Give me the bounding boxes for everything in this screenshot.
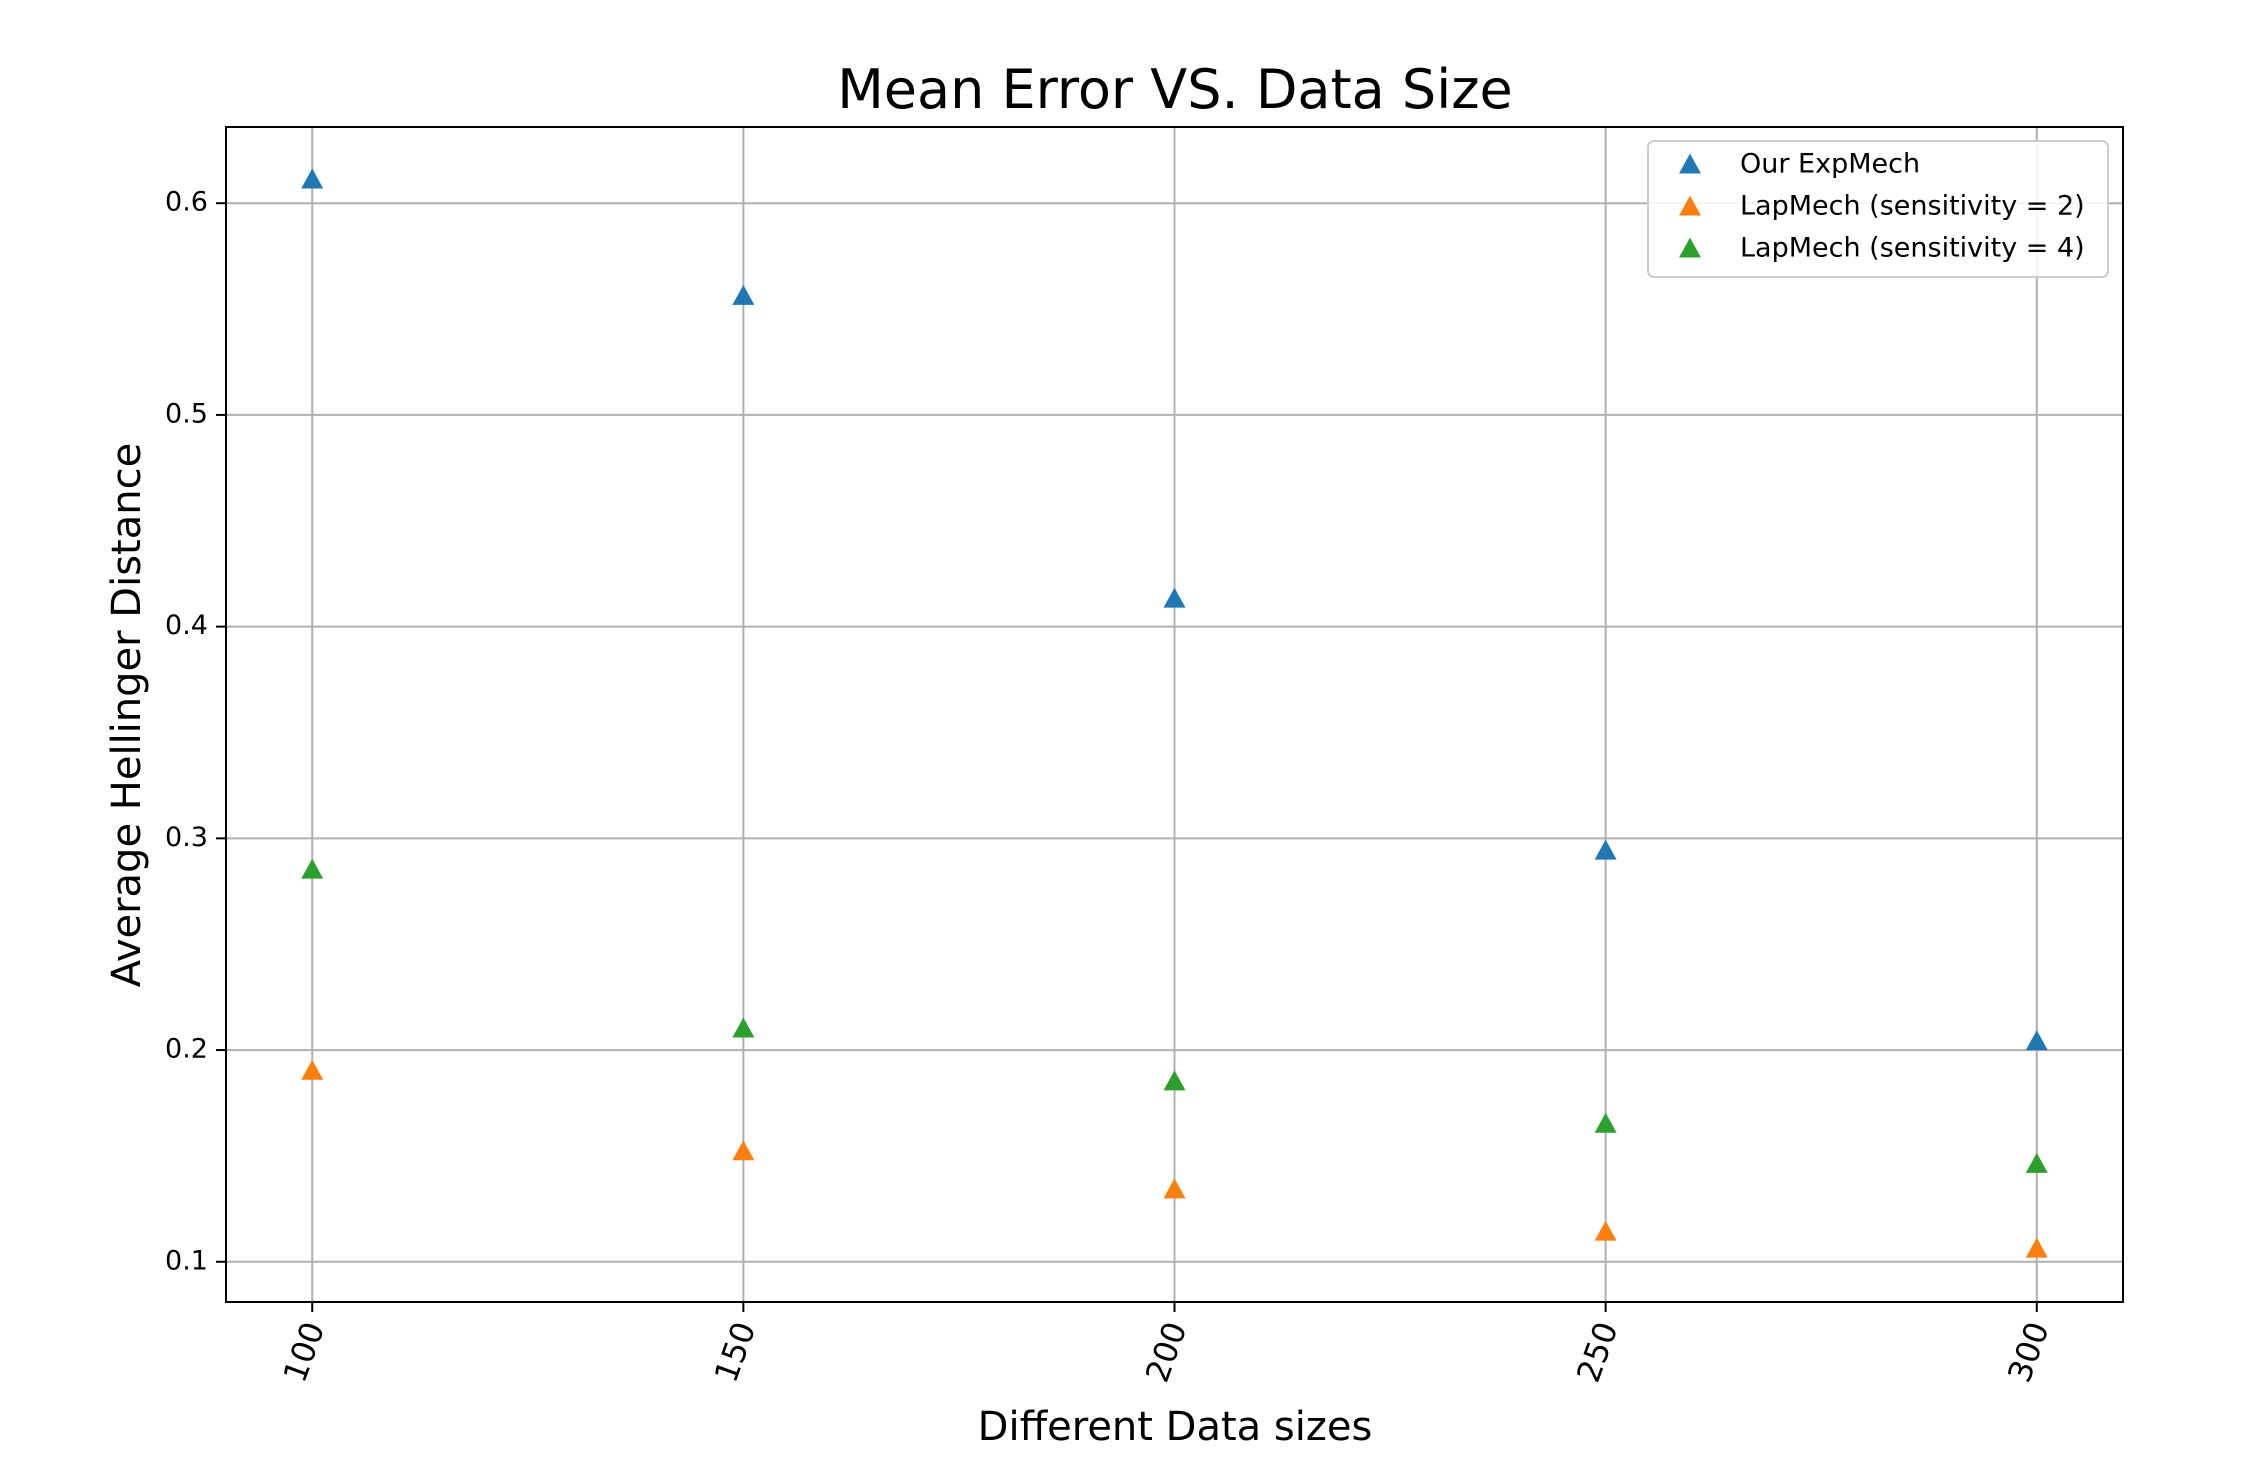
data-point-series-2 (1163, 1070, 1186, 1091)
axis-ticks: 100 150 200 250 300 0.1 0.2 0.3 0.4 0.5 0.6 (165, 187, 2057, 1387)
legend-marker (1679, 237, 1701, 258)
y-tick-label: 0.3 (165, 822, 208, 853)
data-point-series-0 (301, 168, 324, 189)
data-point-series-2 (301, 858, 324, 879)
legend-label: LapMech (sensitivity = 2) (1740, 191, 2085, 222)
y-tick-label: 0.4 (165, 610, 208, 641)
y-axis-label: Average Hellinger Distance (104, 443, 150, 987)
data-point-series-0 (1163, 587, 1186, 608)
legend-label: Our ExpMech (1740, 149, 1920, 180)
x-tick-label: 200 (1138, 1317, 1195, 1387)
data-point-series-2 (2025, 1152, 2048, 1173)
data-point-series-1 (2025, 1237, 2048, 1258)
y-tick-label: 0.1 (165, 1245, 208, 1276)
legend-label: LapMech (sensitivity = 4) (1740, 233, 2085, 264)
legend-box (1647, 140, 2109, 278)
x-axis-label: Different Data sizes (978, 1404, 1373, 1450)
data-point-series-1 (1594, 1220, 1617, 1241)
data-point-series-1 (1163, 1178, 1186, 1199)
legend-marker (1679, 195, 1701, 216)
data-point-series-2 (1594, 1112, 1617, 1133)
y-tick-label: 0.5 (165, 398, 208, 429)
data-point-series-0 (2025, 1030, 2048, 1051)
legend: Our ExpMech LapMech (sensitivity = 2) LapM… (1647, 140, 2109, 278)
data-point-series-0 (1594, 839, 1617, 860)
data-point-series-0 (732, 284, 755, 305)
chart-title: Mean Error VS. Data Size (837, 58, 1513, 121)
plot-frame (225, 126, 2124, 1303)
x-tick-label: 250 (1569, 1317, 1626, 1387)
data-point-series-1 (301, 1059, 324, 1080)
data-points (301, 168, 2048, 1258)
x-tick-label: 150 (707, 1317, 764, 1387)
y-tick-label: 0.2 (165, 1034, 208, 1065)
legend-marker (1679, 153, 1701, 174)
grid-lines (226, 127, 2123, 1302)
y-tick-label: 0.6 (165, 187, 208, 218)
data-point-series-1 (732, 1140, 755, 1161)
x-tick-label: 100 (276, 1317, 333, 1387)
data-point-series-2 (732, 1017, 755, 1038)
x-tick-label: 300 (2000, 1317, 2057, 1387)
